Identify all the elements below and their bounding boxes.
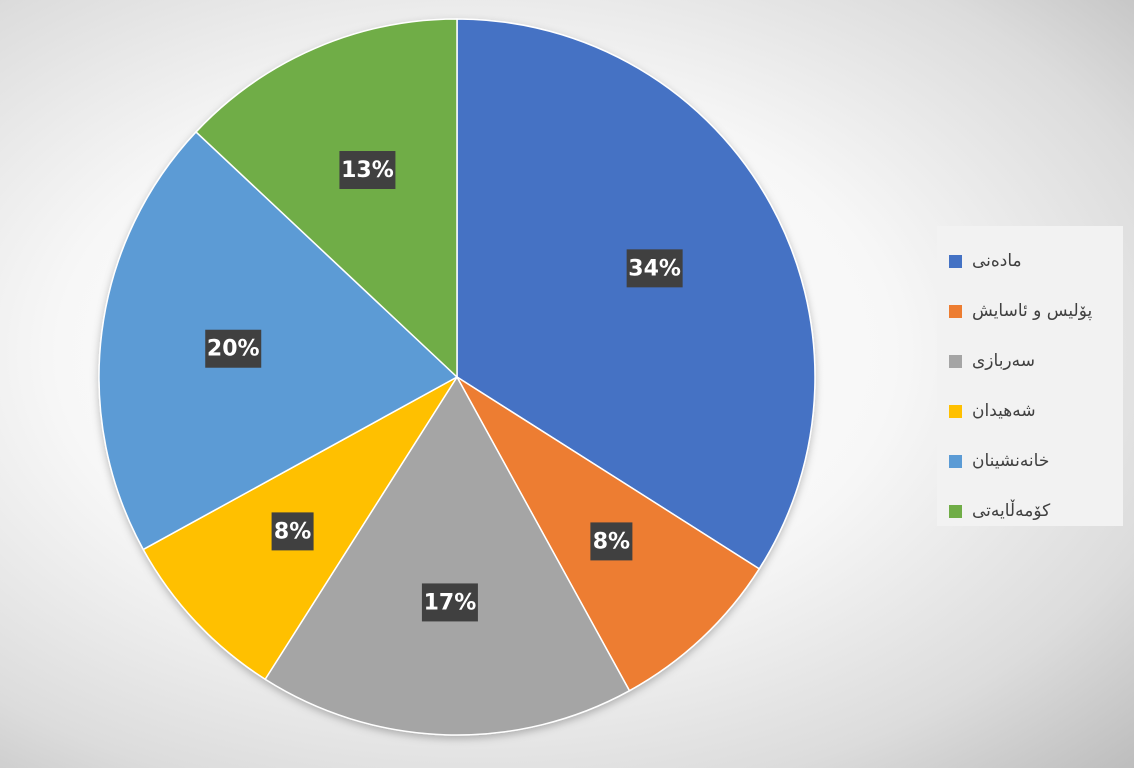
legend-swatch — [949, 304, 962, 318]
pie-slice — [98, 130, 459, 551]
data-label: 20% — [205, 329, 262, 368]
legend-label: مادەنی — [972, 251, 1022, 271]
legend-label: کۆمەڵایەتی — [972, 501, 1051, 521]
legend-item-madani: مادەنی — [937, 236, 1123, 286]
data-label-box — [339, 151, 396, 190]
legend-swatch — [949, 504, 962, 518]
data-label-text: 8% — [274, 519, 311, 544]
legend-swatch — [949, 254, 962, 268]
data-label-text: 8% — [593, 529, 630, 554]
data-label: 13% — [339, 151, 396, 190]
data-label-text: 34% — [628, 256, 681, 281]
pie-slice — [264, 375, 631, 736]
legend-label: خانەنشینان — [972, 451, 1050, 471]
pie-data-labels: 34% 8% 17% 8% 20% 13% — [205, 151, 683, 622]
data-label: 8% — [590, 522, 633, 561]
legend-item-martyrs: شەهیدان — [937, 386, 1123, 436]
data-label: 17% — [421, 583, 478, 622]
data-label: 8% — [271, 512, 314, 551]
legend-label: شەهیدان — [972, 401, 1036, 421]
legend-item-retirees: خانەنشینان — [937, 436, 1123, 486]
data-label-box — [421, 583, 478, 622]
legend-swatch — [949, 354, 962, 368]
data-label-box — [626, 249, 683, 288]
legend-swatch — [949, 404, 962, 418]
legend-swatch — [949, 454, 962, 468]
data-label-text: 13% — [341, 158, 394, 183]
data-label-text: 17% — [424, 590, 477, 615]
legend-label: پۆلیس و ئاسایش — [972, 301, 1093, 321]
pie-slices — [98, 18, 816, 736]
data-label: 34% — [626, 249, 683, 288]
legend-item-police-security: پۆلیس و ئاسایش — [937, 286, 1123, 336]
legend-label: سەربازی — [972, 351, 1035, 371]
pie-slice — [456, 18, 816, 570]
pie-slice — [194, 18, 458, 379]
data-label-box — [590, 522, 633, 561]
data-label-text: 20% — [207, 337, 260, 362]
legend-item-military: سەربازی — [937, 336, 1123, 386]
legend-item-social: کۆمەڵایەتی — [937, 486, 1123, 536]
data-label-box — [271, 512, 314, 551]
chart-legend: مادەنی پۆلیس و ئاسایش سەربازی شەهیدان خا… — [937, 226, 1123, 526]
data-label-box — [205, 329, 262, 368]
